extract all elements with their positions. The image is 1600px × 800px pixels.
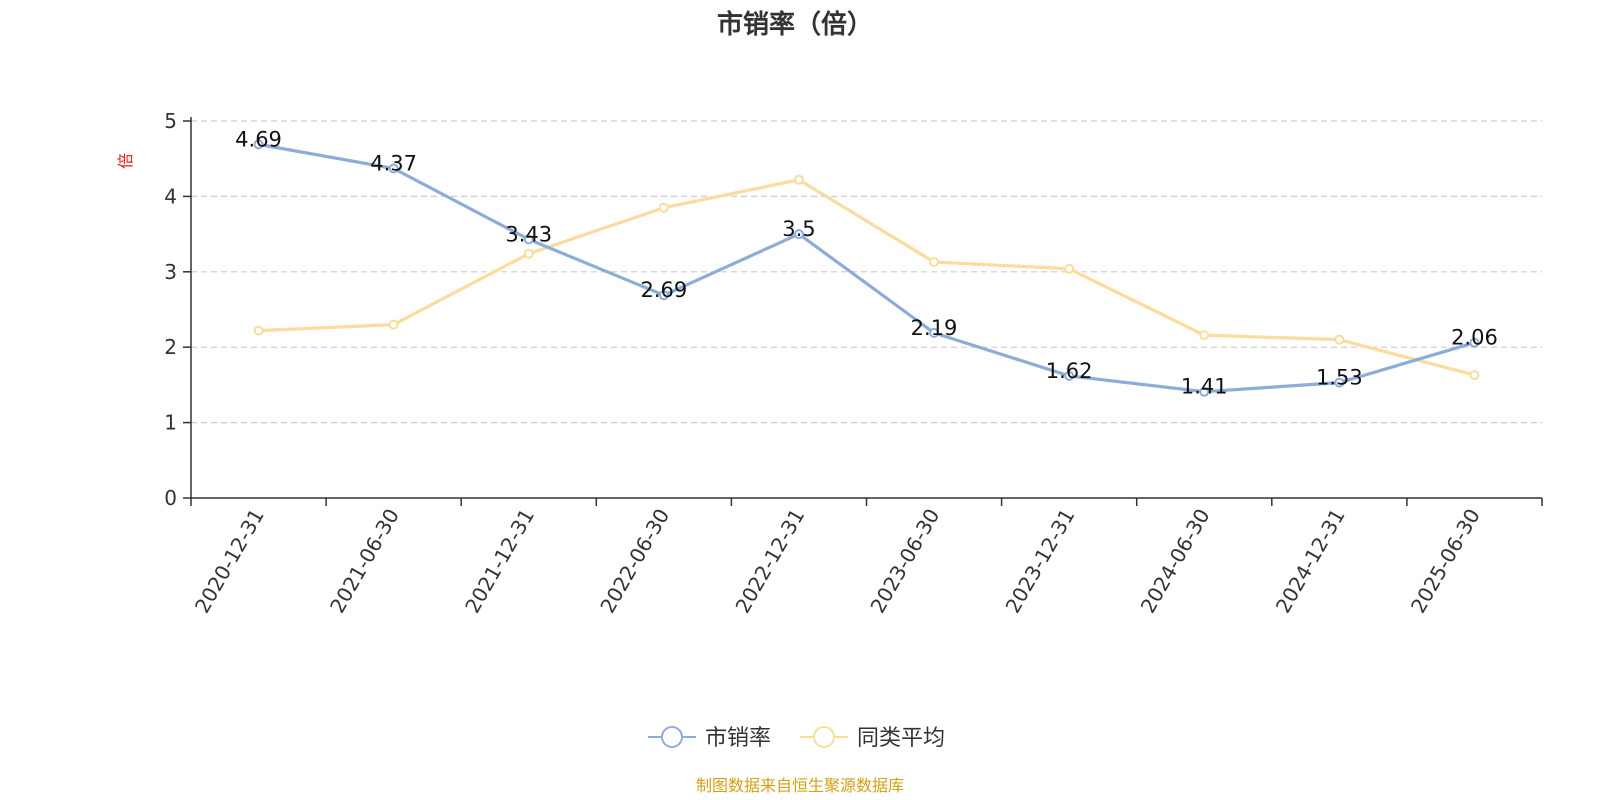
chart-title: 市销率（倍） bbox=[717, 9, 873, 40]
data-point bbox=[793, 229, 804, 240]
data-point bbox=[1064, 370, 1075, 381]
data-point bbox=[523, 234, 534, 245]
grid-lines bbox=[191, 120, 1542, 424]
series-line bbox=[258, 178, 1475, 377]
x-ticks: 2020-12-31 2021-06-30 2021-12-31 2022-06-30… bbox=[190, 498, 1543, 618]
data-point bbox=[523, 248, 534, 259]
data-point bbox=[1469, 370, 1480, 381]
data-point bbox=[929, 327, 940, 338]
data-label: 4.69 bbox=[235, 127, 282, 151]
data-point bbox=[1334, 377, 1345, 388]
legend: 市销率 同类平均 bbox=[648, 726, 945, 751]
y-tick-label: 0 bbox=[164, 486, 177, 510]
y-axis-label: 倍 bbox=[116, 153, 135, 169]
legend-label: 同类平均 bbox=[857, 726, 945, 751]
legend-marker bbox=[661, 726, 683, 748]
data-point bbox=[1334, 334, 1345, 345]
data-point bbox=[929, 256, 940, 267]
x-tick-label: 2022-06-30 bbox=[595, 505, 674, 618]
data-label: 2.69 bbox=[640, 278, 687, 302]
x-tick-label: 2023-12-31 bbox=[1001, 505, 1080, 618]
data-point bbox=[1199, 386, 1210, 397]
source-note: 制图数据来自恒生聚源数据库 bbox=[696, 776, 904, 795]
data-point bbox=[388, 319, 399, 330]
x-tick-label: 2025-06-30 bbox=[1406, 505, 1485, 618]
legend-label: 市销率 bbox=[705, 726, 771, 751]
data-label: 1.41 bbox=[1181, 375, 1228, 399]
series-line bbox=[258, 142, 1475, 394]
data-label: 4.37 bbox=[370, 152, 417, 176]
x-tick-label: 2024-12-31 bbox=[1271, 505, 1350, 618]
data-point bbox=[253, 325, 264, 336]
y-tick-label: 2 bbox=[164, 335, 177, 359]
data-label: 3.43 bbox=[505, 222, 552, 246]
y-tick-label: 5 bbox=[164, 109, 177, 133]
data-point bbox=[658, 202, 669, 213]
x-tick-label: 2021-12-31 bbox=[460, 505, 539, 618]
y-tick-label: 3 bbox=[164, 260, 177, 284]
data-point bbox=[1064, 263, 1075, 274]
data-label: 1.62 bbox=[1046, 359, 1093, 383]
series-group: 4.69 4.37 3.43 2.69 3.5 2.19 1.62 1.41 1.53 2.06 bbox=[235, 127, 1498, 398]
x-tick-label: 2021-06-30 bbox=[325, 505, 404, 618]
x-tick-label: 2020-12-31 bbox=[190, 505, 269, 618]
data-point bbox=[793, 174, 804, 185]
data-label: 1.53 bbox=[1316, 366, 1363, 390]
data-label: 3.5 bbox=[782, 217, 815, 241]
data-label: 2.06 bbox=[1451, 326, 1498, 350]
y-ticks: 0 1 2 3 4 5 bbox=[164, 109, 191, 510]
y-tick-label: 4 bbox=[164, 184, 177, 208]
x-tick-label: 2023-06-30 bbox=[865, 505, 944, 618]
y-tick-label: 1 bbox=[164, 411, 177, 435]
x-tick-label: 2024-06-30 bbox=[1136, 505, 1215, 618]
x-tick-label: 2022-12-31 bbox=[730, 505, 809, 618]
data-point bbox=[253, 139, 264, 150]
data-point bbox=[1199, 330, 1210, 341]
legend-marker bbox=[813, 726, 835, 748]
data-point bbox=[388, 163, 399, 174]
data-label: 2.19 bbox=[911, 316, 958, 340]
data-point bbox=[658, 290, 669, 301]
data-point bbox=[1469, 337, 1480, 348]
